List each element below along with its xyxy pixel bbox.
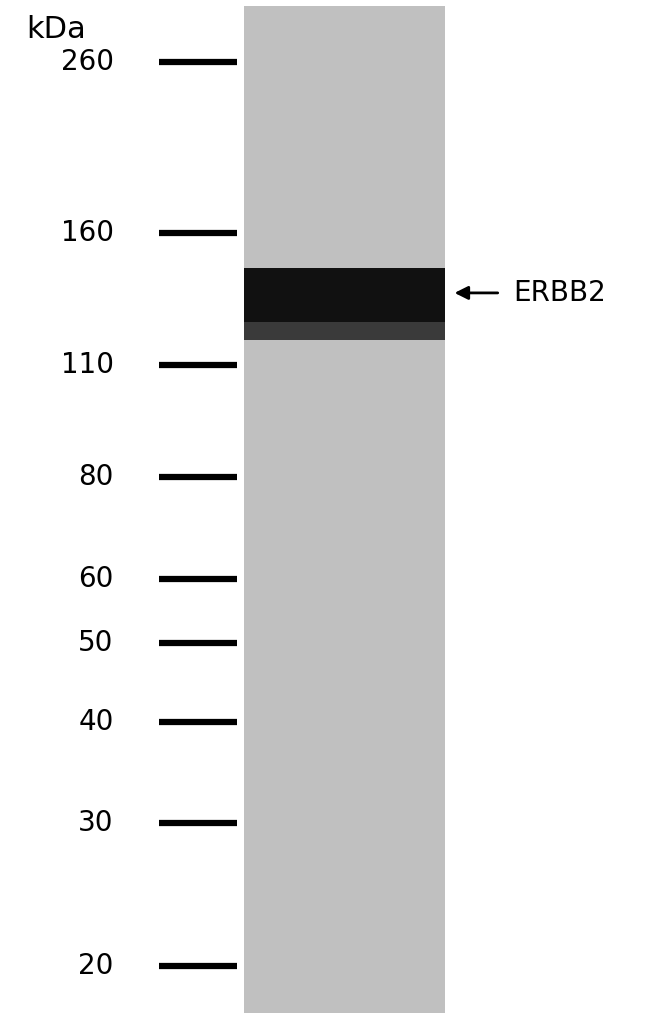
Text: 110: 110: [60, 351, 114, 380]
Text: 40: 40: [79, 708, 114, 736]
Text: 20: 20: [79, 951, 114, 980]
Bar: [244, 322, 445, 341]
Text: ERBB2: ERBB2: [514, 279, 606, 307]
Text: 60: 60: [79, 565, 114, 592]
Text: kDa: kDa: [26, 15, 86, 44]
Text: 160: 160: [60, 219, 114, 247]
Text: 30: 30: [78, 809, 114, 837]
Bar: [244, 268, 445, 341]
Text: 260: 260: [60, 48, 114, 76]
Text: 50: 50: [79, 629, 114, 657]
Text: 80: 80: [79, 463, 114, 491]
Bar: [244, 6, 445, 1013]
